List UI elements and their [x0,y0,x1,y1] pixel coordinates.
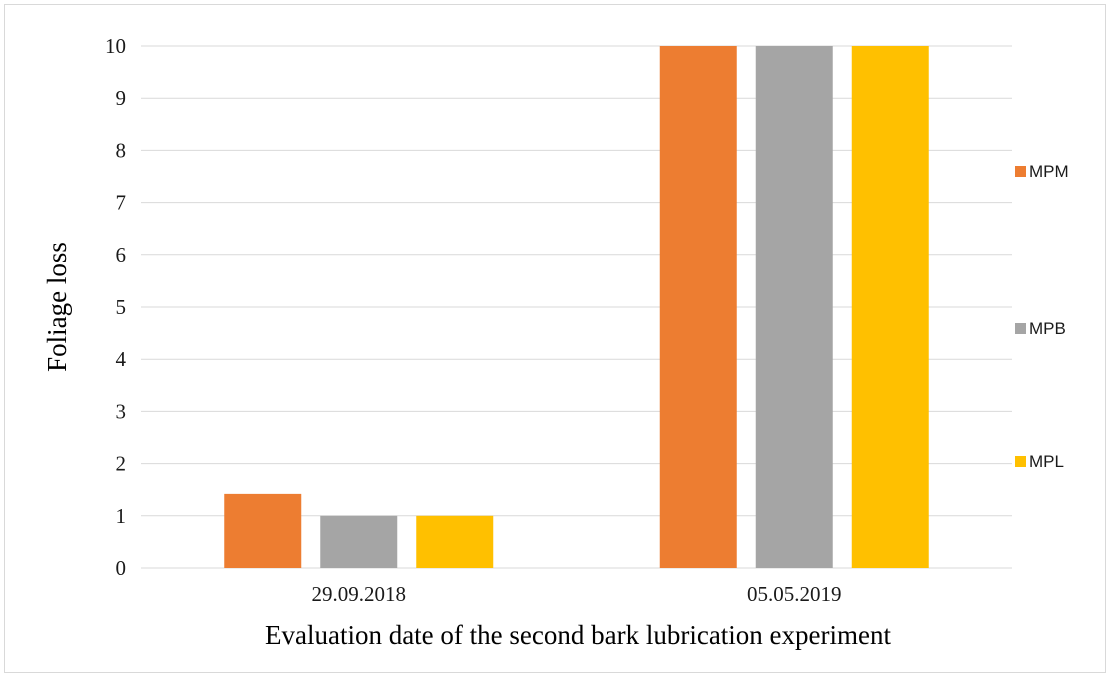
legend-item-mpl: MPL [1015,452,1064,471]
x-axis-tick-labels: 29.09.2018 05.05.2019 [312,582,842,606]
y-tick-label: 5 [116,295,127,319]
y-tick-label: 2 [116,452,127,476]
y-tick-label: 4 [116,347,127,371]
legend-item-mpm: MPM [1015,162,1069,181]
legend-label: MPL [1029,452,1064,471]
y-tick-label: 9 [116,86,127,110]
y-tick-label: 7 [116,191,127,215]
legend-item-mpb: MPB [1015,319,1066,338]
x-tick-label: 29.09.2018 [312,582,407,606]
bar-mpm-0 [224,493,302,568]
legend: MPM MPB MPL [1015,162,1069,471]
y-axis-tick-labels: 0 1 2 3 4 5 6 7 8 9 10 [105,34,127,580]
bar-mpl-0 [416,515,494,568]
legend-swatch [1015,456,1026,467]
bar-mpm-1 [659,46,737,568]
bar-mpl-1 [851,46,929,568]
legend-label: MPB [1029,319,1066,338]
bar-mpb-0 [320,515,398,568]
y-tick-label: 0 [116,556,127,580]
x-axis-title: Evaluation date of the second bark lubri… [265,620,892,650]
y-tick-label: 10 [105,34,126,58]
y-tick-label: 1 [116,504,127,528]
bars [224,46,929,568]
x-tick-label: 05.05.2019 [747,582,842,606]
y-tick-label: 3 [116,399,127,423]
y-tick-label: 8 [116,138,127,162]
y-axis-title: Foliage loss [42,242,72,372]
y-tick-label: 6 [116,243,127,267]
legend-swatch [1015,166,1026,177]
legend-swatch [1015,323,1026,334]
bar-mpb-1 [755,46,833,568]
legend-label: MPM [1029,162,1069,181]
